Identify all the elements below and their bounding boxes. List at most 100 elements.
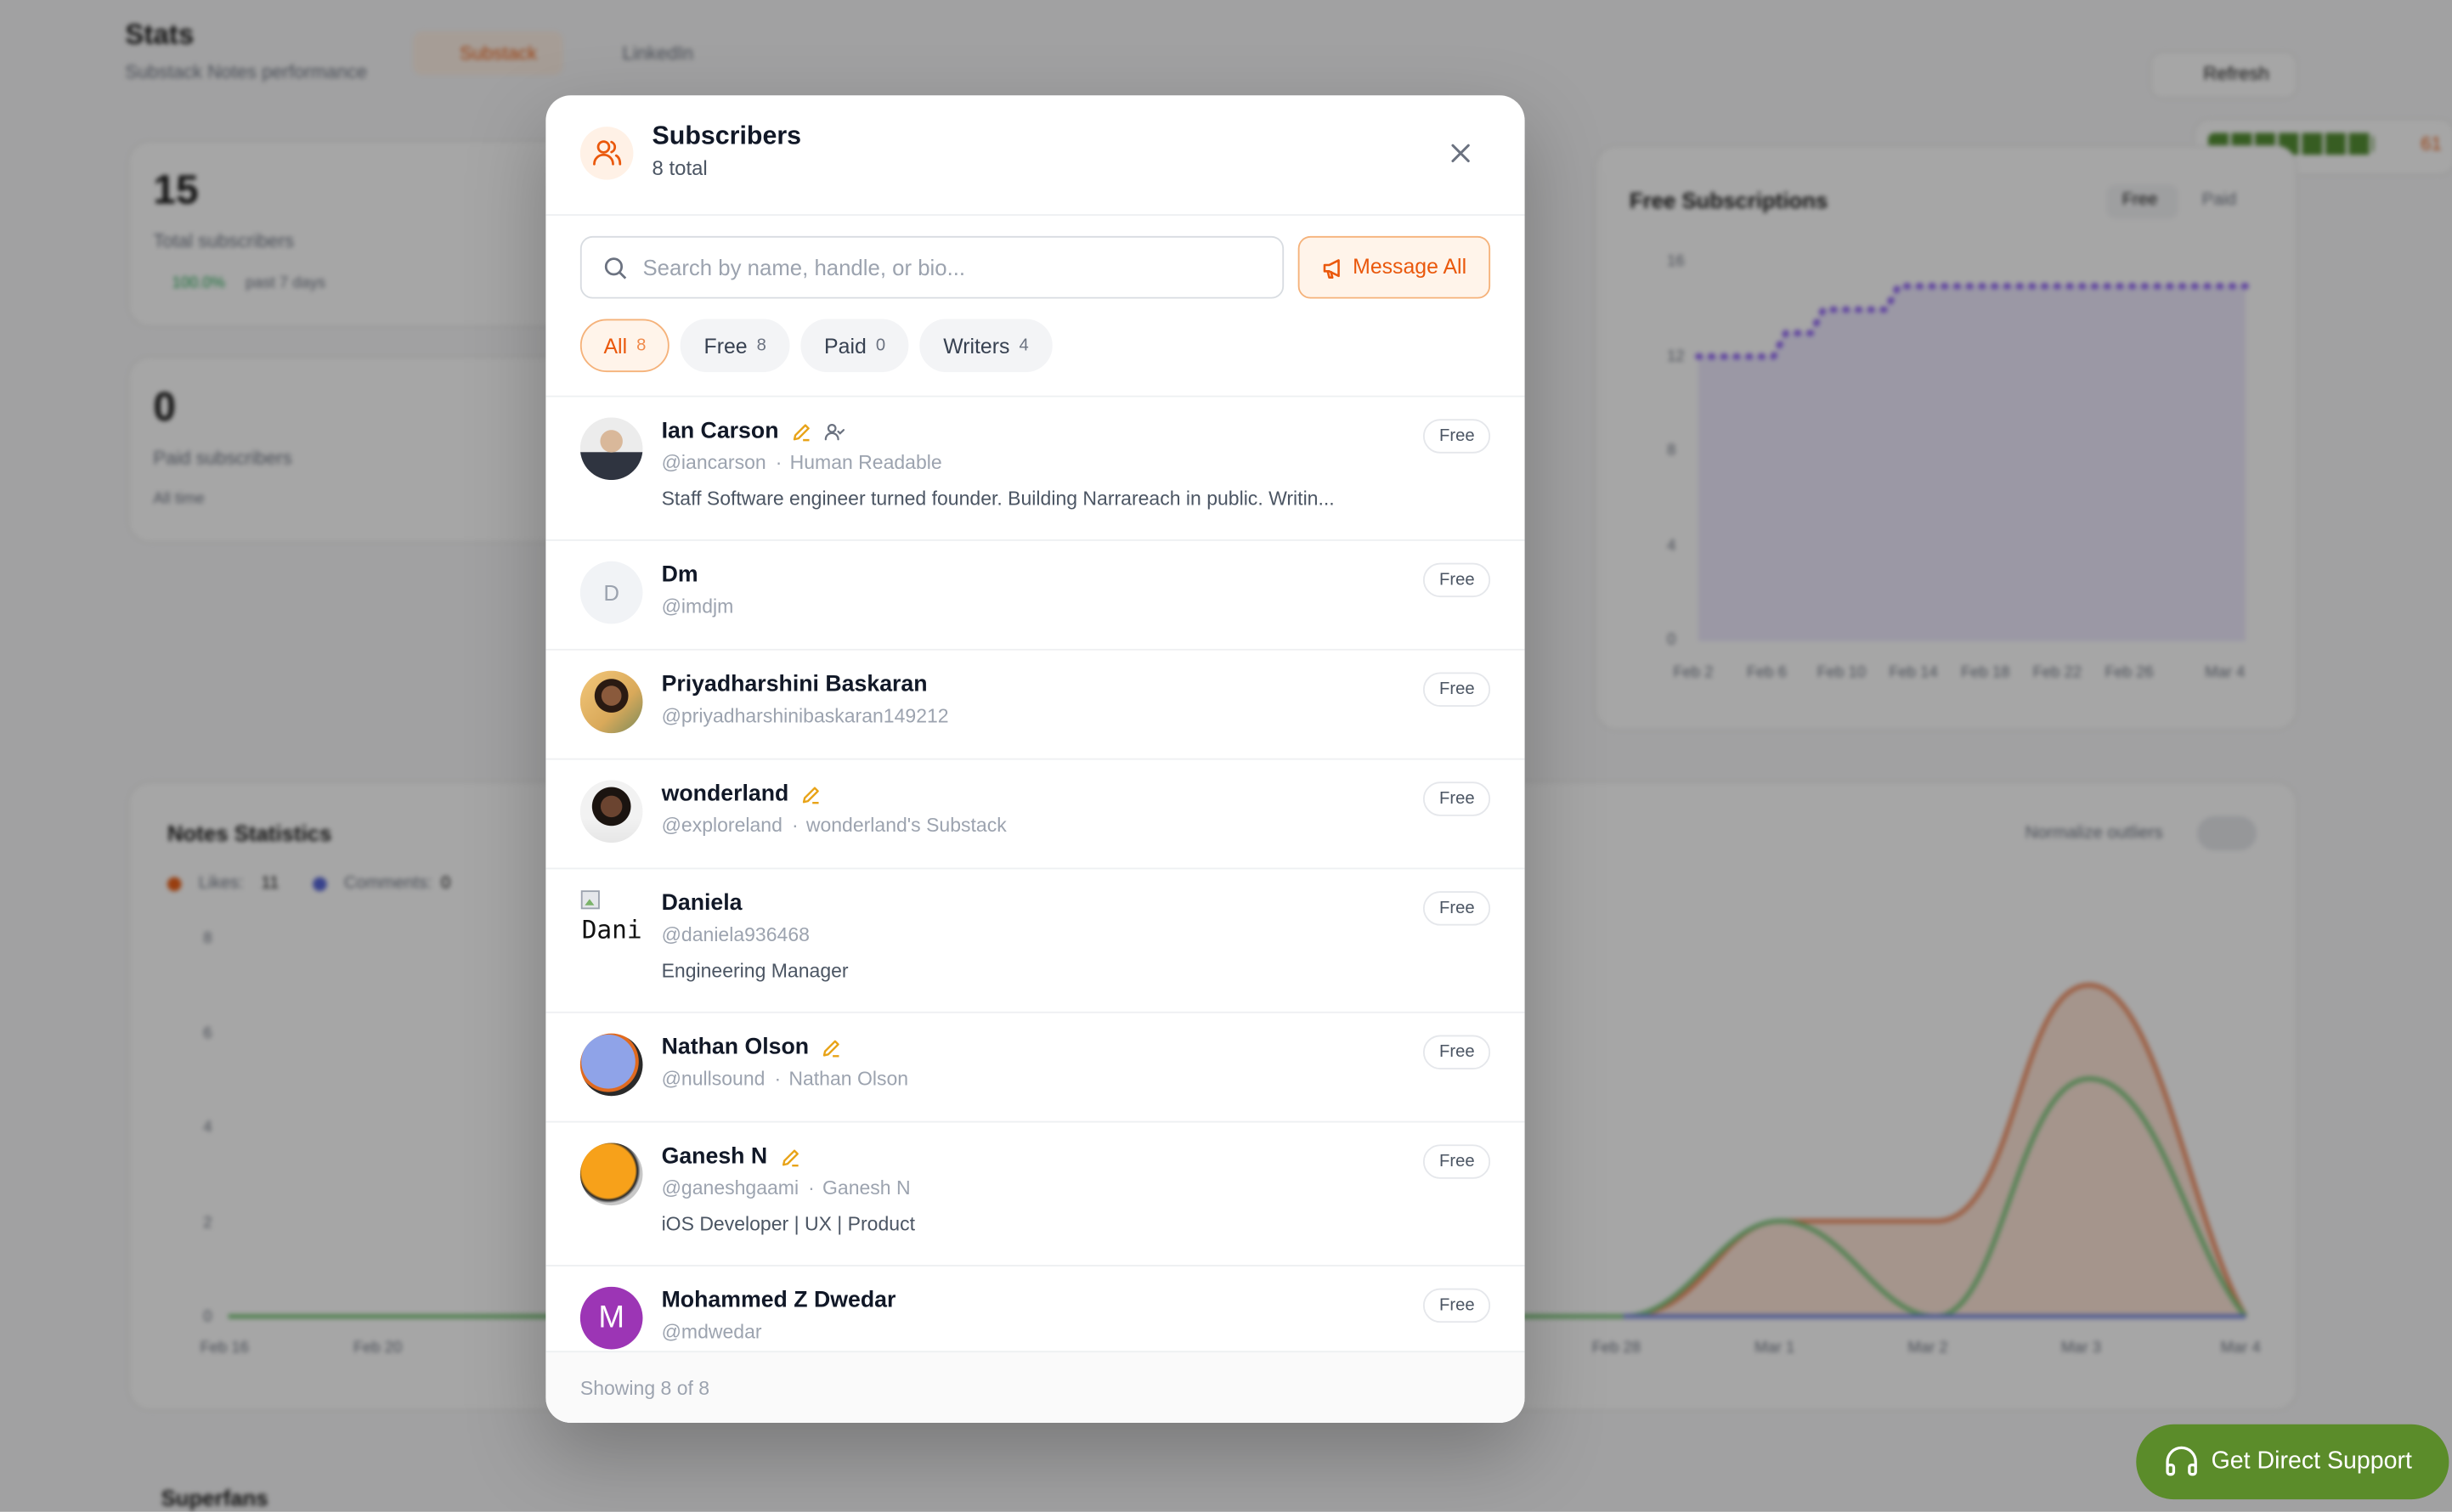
handle-line: @ganeshgaamiGanesh N <box>662 1172 1491 1204</box>
refresh-label: Refresh <box>2203 62 2269 85</box>
y-tick-label: 12 <box>1667 347 1685 365</box>
plan-badge: Free <box>1423 562 1491 598</box>
message-all-button[interactable]: Message All <box>1297 235 1491 299</box>
filter-tab[interactable]: Free 8 <box>680 319 790 373</box>
x-tick-label: Mar 1 <box>1754 1340 1795 1357</box>
x-tick-label: Feb 28 <box>1591 1340 1641 1357</box>
platform-tab[interactable]: Substack <box>460 42 537 65</box>
subscriber-row[interactable]: D Dm @imdjm Free <box>545 541 1525 651</box>
avatar <box>579 780 643 843</box>
name-line: wonderland <box>662 779 1491 810</box>
search-input[interactable]: Search by name, handle, or bio... <box>579 235 1285 299</box>
name-line: Ganesh N <box>662 1142 1491 1173</box>
x-tick-label: Feb 20 <box>353 1340 403 1357</box>
x-tick-label: Feb 16 <box>200 1340 249 1357</box>
avatar-alt: Daniela <box>581 914 643 945</box>
avatar <box>579 670 643 734</box>
header-icon <box>579 127 634 180</box>
handle-line: @mdwedar <box>662 1317 1491 1348</box>
y-tick-label: 8 <box>203 930 212 948</box>
writer-icon <box>803 786 820 804</box>
subscriber-list: Ian Carson @iancarsonHuman Readable Staff … <box>545 395 1525 1376</box>
subscriber-row[interactable]: Daniela Daniela @daniela936468 Engineering … <box>545 869 1525 1013</box>
subscriber-name: Priyadharshini Baskaran <box>661 672 928 697</box>
platform-tab[interactable]: LinkedIn <box>622 42 694 65</box>
plan-badge: Free <box>1423 1288 1491 1323</box>
filter-tab[interactable]: Writers 4 <box>919 319 1053 373</box>
x-tick-label: Feb 26 <box>2105 664 2154 682</box>
subscriber-handle: @daniela936468 <box>661 923 810 946</box>
handle-line: @imdjm <box>662 591 1491 623</box>
tab-label: Paid <box>824 333 867 358</box>
subscriber-name: Mohammed Z Dwedar <box>661 1288 896 1314</box>
writer-icon <box>793 423 810 441</box>
normalize-label: Normalize outliers <box>2025 823 2163 843</box>
plan-badge: Free <box>1423 781 1491 816</box>
tab-label: Writers <box>943 333 1010 358</box>
plan-badge: Free <box>1423 1035 1491 1069</box>
name-line: Nathan Olson <box>662 1032 1491 1063</box>
subscriber-handle: @imdjm <box>661 595 734 618</box>
y-tick-label: 8 <box>1667 442 1676 460</box>
subscriber-row[interactable]: Ian Carson @iancarsonHuman Readable Staff … <box>545 398 1525 541</box>
tab-count: 8 <box>756 336 766 355</box>
subscriber-name: Nathan Olson <box>661 1035 810 1060</box>
y-tick-label: 16 <box>1667 253 1685 271</box>
y-tick-label: 0 <box>203 1308 212 1326</box>
stat-card <box>127 140 601 327</box>
subscriber-handle: @iancarson <box>661 451 766 474</box>
legend-value: 0 <box>441 873 451 893</box>
legend-dot <box>167 877 182 892</box>
plan-badge: Free <box>1423 419 1491 454</box>
avatar-initial: M <box>598 1300 625 1334</box>
x-tick-label: Feb 18 <box>1961 664 2010 682</box>
line <box>1695 283 2249 360</box>
subscriber-handle: @ganeshgaami <box>661 1176 799 1199</box>
avatar: Daniela <box>580 889 643 952</box>
x-tick-label: Mar 2 <box>1907 1340 1948 1357</box>
section-title: Superfans <box>161 1485 268 1511</box>
avatar <box>579 1142 643 1206</box>
name-line: Mohammed Z Dwedar <box>662 1285 1491 1317</box>
stat-label: Paid subscribers <box>153 447 292 470</box>
x-tick-label: Feb 22 <box>2032 664 2082 682</box>
subscriber-row[interactable]: Priyadharshini Baskaran @priyadharshiniba… <box>545 651 1525 760</box>
subscriber-row[interactable]: wonderland @explorelandwonderland's Subst… <box>545 760 1525 870</box>
subscriber-handle: @priyadharshinibaskaran149212 <box>661 705 949 727</box>
subscriber-handle: @mdwedar <box>661 1321 762 1344</box>
name-line: Dm <box>662 560 1491 591</box>
area <box>228 984 2246 1317</box>
y-tick-label: 2 <box>203 1214 212 1232</box>
subscribers-modal: Subscribers 8 total Search by name, hand… <box>545 95 1525 1423</box>
streak-count: 61 <box>2421 133 2442 155</box>
subscriber-bio: Engineering Manager <box>661 960 849 982</box>
page-subtitle: Substack Notes performance <box>125 60 368 83</box>
filter-tab[interactable]: Paid 0 <box>800 319 909 373</box>
broken-image-icon <box>580 890 600 910</box>
name-line: Daniela <box>662 888 1491 919</box>
toggle-bg <box>2106 184 2178 219</box>
chart-toggle[interactable]: Free <box>2121 190 2158 210</box>
handle-line: @priyadharshinibaskaran149212 <box>662 701 1491 732</box>
tab-count: 8 <box>636 336 647 355</box>
support-button[interactable]: Get Direct Support <box>2136 1424 2449 1500</box>
normalize-switch[interactable] <box>2197 815 2257 851</box>
filter-tab[interactable]: All 8 <box>579 319 670 373</box>
handle-line: @explorelandwonderland's Substack <box>662 810 1491 841</box>
tab-count: 0 <box>875 336 886 355</box>
y-tick-label: 0 <box>1667 631 1676 649</box>
tab-label: All <box>603 333 628 358</box>
subscriber-row[interactable]: M Mohammed Z Dwedar @mdwedar Free <box>545 1267 1525 1376</box>
search-placeholder: Search by name, handle, or bio... <box>642 255 966 280</box>
area <box>1698 285 2246 641</box>
refresh-button[interactable] <box>2150 51 2297 99</box>
avatar: D <box>579 561 643 624</box>
avatar-initial: D <box>603 579 619 606</box>
legend-label: Likes: <box>198 873 244 893</box>
tab-count: 4 <box>1019 336 1029 355</box>
close-button[interactable] <box>1449 142 1472 164</box>
chart-toggle[interactable]: Paid <box>2201 190 2237 210</box>
